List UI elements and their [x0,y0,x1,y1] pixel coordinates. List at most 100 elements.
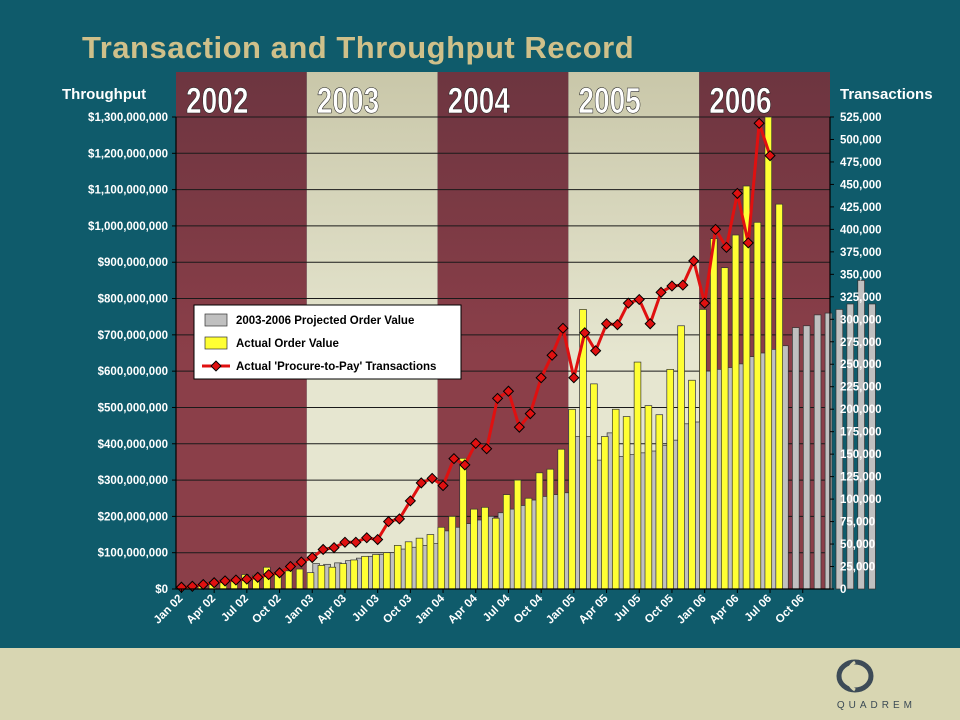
left-tick-label: $1,300,000,000 [88,112,168,124]
actual-order-bar [655,414,664,590]
right-tick-label: 75,000 [840,517,875,529]
projected-order-bar [802,325,811,590]
actual-order-bar [361,555,369,590]
right-tick-label: 350,000 [840,269,882,281]
transactions-point [589,345,602,357]
projected-order-bar [824,312,833,590]
legend-label: Actual 'Procure-to-Pay' Transactions [236,361,436,373]
legend-swatch [204,336,228,350]
year-band-label: 2004 [448,81,510,121]
left-tick-label: $300,000,000 [98,475,168,487]
x-tick-label: Jul 04 [481,592,513,624]
actual-order-bar [568,408,576,590]
x-tick-label: Jul 02 [219,593,251,625]
transactions-point [382,515,395,528]
transactions-point [753,117,765,129]
actual-order-bar [601,436,609,590]
x-tick-label: Jul 05 [612,592,644,624]
legend: 2003-2006 Projected Order Value Actual Or… [193,304,462,380]
left-tick-label: $500,000,000 [98,402,168,414]
actual-order-bar [502,494,511,590]
transactions-point [262,568,275,581]
actual-order-bar [666,368,674,590]
transactions-point [655,286,667,298]
left-tick-label: $900,000,000 [98,257,168,269]
transactions-point [622,297,635,309]
transactions-point [230,574,242,586]
transactions-point [317,543,329,556]
left-tick-label: $1,200,000,000 [88,148,168,160]
actual-order-bar [513,479,522,590]
transactions-point [742,237,754,249]
actual-order-bar [492,517,500,590]
transactions-point [611,319,624,331]
transactions-point [709,223,722,236]
transactions-point [393,513,406,525]
transactions-point [480,443,493,455]
right-tick-label: 125,000 [840,472,882,484]
right-axis-title: Transactions [840,86,933,103]
projected-order-bar [868,303,876,590]
actual-order-bar [699,309,707,590]
transactions-point [720,241,733,254]
footer-band [0,648,960,720]
right-tick-label: 100,000 [840,494,882,506]
transactions-point [666,280,678,292]
left-tick-label: $0 [155,584,168,596]
actual-order-bar [306,572,315,590]
transactions-point [644,318,656,330]
actual-order-bar [775,203,783,590]
actual-order-bar [764,116,773,590]
year-band-label: 2003 [317,81,379,121]
actual-order-bar [524,497,533,590]
right-tick-label: 425,000 [840,202,882,214]
brand-wordmark: QUADREM [836,700,916,711]
right-tick-label: 0 [840,584,846,596]
actual-order-bar [393,545,402,590]
right-tick-label: 325,000 [840,292,882,304]
right-tick-label: 50,000 [840,539,875,551]
actual-order-bar [448,516,456,590]
transactions-point [371,533,384,546]
transactions-point [339,536,351,548]
transactions-point [688,255,700,267]
transactions-point [491,392,504,405]
actual-order-bar [426,534,435,590]
actual-order-bar [372,554,380,590]
transactions-point [306,551,318,564]
actual-order-bars [175,116,783,590]
year-band-label: 2002 [186,81,248,121]
transactions-point [361,532,373,544]
left-axis-tick-labels: $0 $100,000,000 $200,000,000 $300,000,000 $4… [88,112,168,596]
right-tick-label: 525,000 [840,112,882,124]
actual-order-bar [688,379,696,590]
projected-order-bar [835,309,844,590]
actual-order-bar [720,267,729,590]
transactions-point [470,437,482,450]
transactions-point [524,408,536,420]
x-tick-label: Oct 06 [774,593,807,626]
actual-order-bar [731,234,740,590]
transactions-point [677,279,689,291]
transactions-point [579,327,591,339]
projected-order-bar [857,280,865,590]
left-axis-title: Throughput [62,86,147,103]
projected-order-bar [813,314,822,590]
transactions-line-group [175,117,776,593]
transactions-point [415,477,427,489]
x-tick-label: Oct 05 [643,592,677,626]
transactions-point [557,322,569,334]
transactions-point [546,349,558,361]
x-tick-label: Oct 03 [381,593,414,626]
right-axis-tick-labels: 0 25,000 50,000 75,000 100,000 125,000 150,000… [840,112,882,596]
legend-label: 2003-2006 Projected Order Value [236,315,414,327]
actual-order-bar [590,383,598,590]
transactions-point [426,472,438,485]
actual-order-bar [328,566,337,590]
actual-order-bar [644,405,653,590]
projected-order-bar [846,303,855,590]
actual-order-bar [546,468,555,590]
x-tick-label: Oct 02 [250,593,283,626]
actual-order-bar [557,448,565,590]
